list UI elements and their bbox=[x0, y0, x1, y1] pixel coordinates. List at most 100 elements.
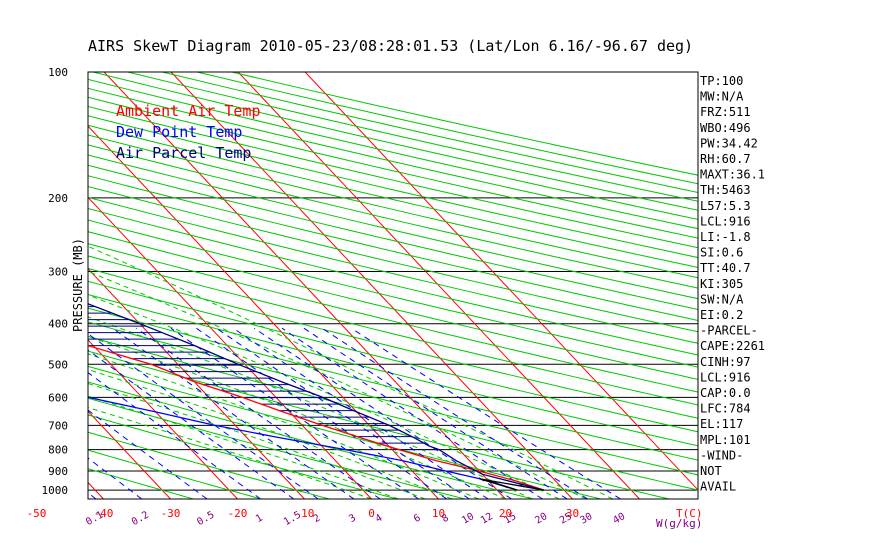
dry-adiabat bbox=[88, 468, 194, 499]
isotherm-line bbox=[0, 72, 37, 499]
index-entry: EL:117 bbox=[700, 417, 743, 431]
dry-adiabat bbox=[88, 335, 698, 491]
mixing-ratio-line bbox=[233, 327, 489, 499]
isotherm-line bbox=[88, 339, 238, 499]
background-lines bbox=[0, 72, 698, 499]
bottom-temp-tick: -30 bbox=[161, 507, 181, 520]
bottom-temp-tick: 20 bbox=[499, 507, 512, 520]
y-axis-label: PRESSURE (MB) bbox=[71, 238, 85, 332]
bottom-temp-tick: -50 bbox=[27, 507, 47, 520]
mixing-ratio-line bbox=[88, 333, 319, 499]
mixing-ratio-tick: 8 bbox=[440, 513, 451, 526]
mixing-ratio-line bbox=[88, 457, 143, 499]
moist-adiabat bbox=[88, 407, 372, 499]
mixing-ratio-tick: 6 bbox=[412, 513, 423, 526]
dry-adiabat bbox=[88, 196, 698, 344]
pressure-tick: 600 bbox=[48, 391, 68, 404]
dry-adiabat bbox=[88, 144, 698, 289]
bottom-temp-tick: 0 bbox=[368, 507, 375, 520]
bottom-temp-tick: 10 bbox=[432, 507, 445, 520]
mixing-ratio-tick: 10 bbox=[460, 511, 476, 527]
plot-frame bbox=[87, 71, 699, 500]
dry-adiabat bbox=[88, 243, 698, 393]
index-entry: MAXT:36.1 bbox=[700, 168, 765, 182]
dry-adiabat bbox=[88, 365, 602, 499]
mixing-ratio-line bbox=[112, 327, 355, 499]
dry-adiabat bbox=[88, 231, 698, 380]
bottom-axis-label: T(C) bbox=[676, 507, 703, 520]
dry-adiabat bbox=[88, 154, 698, 300]
index-entry: SI:0.6 bbox=[700, 246, 743, 260]
mixing-ratio-tick: 0.2 bbox=[130, 510, 151, 529]
chart-title: AIRS SkewT Diagram 2010-05-23/08:28:01.5… bbox=[88, 37, 693, 55]
legend-entry: Air Parcel Temp bbox=[116, 144, 251, 162]
mixing-ratio-tick: 20 bbox=[533, 511, 549, 527]
dry-adiabat bbox=[88, 124, 698, 269]
index-entry: EI:0.2 bbox=[700, 308, 743, 322]
pressure-tick: 900 bbox=[48, 465, 68, 478]
index-entry: CAP:0.0 bbox=[700, 386, 751, 400]
pressure-tick: 800 bbox=[48, 444, 68, 457]
index-entry: KI:305 bbox=[700, 277, 743, 291]
index-entry: NOT bbox=[700, 464, 722, 478]
dry-adiabat bbox=[88, 431, 330, 499]
mixing-ratio-line bbox=[88, 409, 208, 499]
surface-segment bbox=[479, 478, 545, 491]
index-entry: TP:100 bbox=[700, 74, 743, 88]
dry-adiabat bbox=[88, 321, 698, 476]
legend-entry: Ambient Air Temp bbox=[116, 102, 261, 120]
pressure-tick: 100 bbox=[48, 66, 68, 79]
dry-adiabat bbox=[88, 105, 698, 249]
index-entry: FRZ:511 bbox=[700, 105, 751, 119]
index-entry: TH:5463 bbox=[700, 183, 751, 197]
isotherm-line bbox=[88, 410, 171, 499]
moist-adiabat bbox=[88, 316, 533, 499]
dry-adiabat bbox=[88, 208, 698, 356]
mixing-ratio-tick: 40 bbox=[611, 511, 627, 527]
axis-ticks: 0.1 0.2 0.5 1 1.5 2 3 4 6 8 10 12 15 20 25 30 40 W(g/kg)1… bbox=[27, 66, 703, 530]
legend: Ambient Air Temp Dew Point Temp Air Parcel… bbox=[116, 102, 261, 162]
moist-adiabat bbox=[88, 245, 613, 499]
bottom-temp-tick: -10 bbox=[295, 507, 315, 520]
mixing-ratio-line bbox=[303, 327, 568, 499]
pressure-tick: 1000 bbox=[42, 484, 69, 497]
mixing-ratio-tick: 12 bbox=[479, 511, 495, 527]
mixing-ratio-line bbox=[88, 371, 261, 499]
dry-adiabat bbox=[88, 267, 698, 419]
index-entry: MPL:101 bbox=[700, 433, 751, 447]
dry-adiabat bbox=[88, 219, 698, 368]
index-entry: PW:34.42 bbox=[700, 136, 758, 150]
profile-series bbox=[88, 303, 545, 491]
dry-adiabat bbox=[88, 164, 698, 311]
cape-hatch bbox=[88, 306, 439, 451]
mixing-ratio-tick: 15 bbox=[502, 511, 518, 527]
dry-adiabat bbox=[88, 293, 698, 447]
dry-adiabat bbox=[88, 350, 670, 499]
dry-adiabat bbox=[88, 280, 698, 433]
mixing-ratio-line bbox=[136, 327, 381, 499]
pressure-tick: 300 bbox=[48, 266, 68, 279]
dry-adiabat bbox=[88, 115, 698, 259]
pressure-tick: 500 bbox=[48, 358, 68, 371]
legend-entry: Dew Point Temp bbox=[116, 123, 242, 141]
index-entry: WBO:496 bbox=[700, 121, 751, 135]
isotherm-line bbox=[88, 196, 372, 499]
isotherm-line bbox=[237, 72, 640, 499]
bottom-temp-tick: -20 bbox=[228, 507, 248, 520]
isotherm-line bbox=[304, 72, 698, 491]
index-entry: CINH:97 bbox=[700, 355, 751, 369]
dry-adiabat bbox=[88, 185, 698, 333]
mixing-ratio-tick: 1 bbox=[254, 513, 265, 526]
mixing-ratio-tick: 25 bbox=[558, 511, 574, 527]
bottom-temp-tick: -40 bbox=[94, 507, 114, 520]
pressure-tick: 200 bbox=[48, 192, 68, 205]
air-parcel-temp-line bbox=[88, 303, 545, 491]
mixing-ratio-axis-label: W(g/kg) bbox=[656, 517, 702, 530]
moist-adiabat bbox=[88, 270, 587, 499]
index-entry: TT:40.7 bbox=[700, 261, 751, 275]
moist-adiabat bbox=[88, 395, 399, 499]
pressure-tick: 400 bbox=[48, 318, 68, 331]
